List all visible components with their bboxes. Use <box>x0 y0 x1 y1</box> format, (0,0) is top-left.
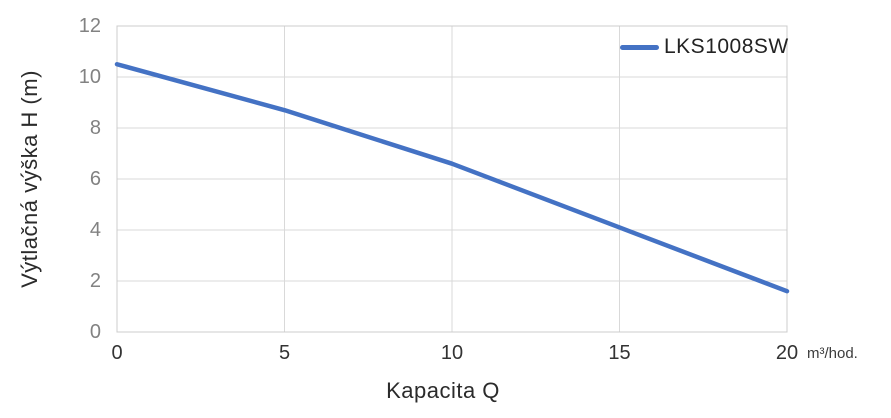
x-tick-label: 10 <box>440 342 464 364</box>
y-tick-label: 12 <box>78 15 101 37</box>
y-tick-label: 10 <box>78 66 101 88</box>
y-tick-label: 6 <box>89 168 101 190</box>
x-tick-label: 5 <box>278 342 291 364</box>
plot-border <box>116 25 788 333</box>
y-tick-label: 2 <box>89 270 101 292</box>
y-tick-label: 8 <box>89 117 101 139</box>
x-axis-unit-label: m³/hod. <box>807 345 858 362</box>
legend-line-swatch-icon <box>620 44 659 50</box>
x-tick-label: 0 <box>111 342 123 364</box>
legend-series-label: LKS1008SW <box>664 35 789 58</box>
legend: LKS1008SW <box>620 35 789 58</box>
y-tick-label: 0 <box>89 321 101 343</box>
x-tick-label: 15 <box>608 342 631 364</box>
series-line-lks1008sw <box>114 62 790 294</box>
y-tick-label: 4 <box>89 219 101 241</box>
x-axis-title: Kapacita Q <box>386 378 500 403</box>
x-tick-label: 20 <box>775 342 799 364</box>
gridlines <box>116 25 788 333</box>
